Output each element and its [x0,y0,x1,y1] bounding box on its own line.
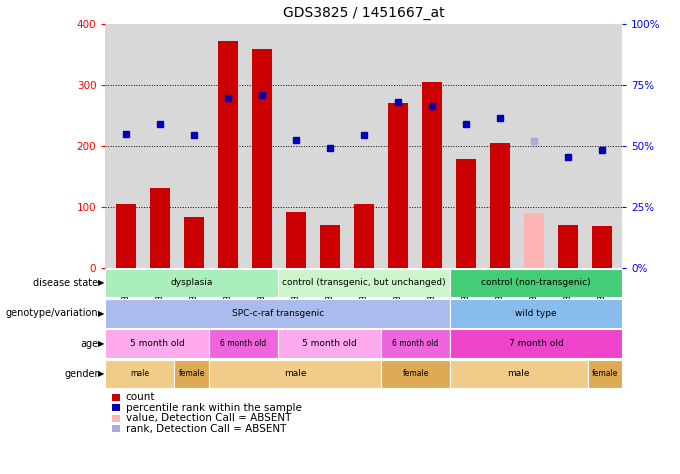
Bar [381,329,450,358]
Text: genotype/variation: genotype/variation [6,308,99,319]
Bar [354,204,374,268]
Bar [524,213,544,268]
Bar [105,269,277,297]
Bar [252,49,272,268]
Bar [184,217,204,268]
Text: ▶: ▶ [97,339,104,348]
Text: male: male [131,370,150,378]
Text: 6 month old: 6 month old [220,339,267,348]
Bar [286,212,306,268]
Bar [209,329,277,358]
Text: SPC-c-raf transgenic: SPC-c-raf transgenic [232,309,324,318]
Text: ▶: ▶ [97,309,104,318]
Bar [450,360,588,388]
Text: male: male [284,370,306,378]
Bar [422,82,442,268]
Bar [209,360,381,388]
Text: female: female [178,370,205,378]
Text: 6 month old: 6 month old [392,339,439,348]
Bar [456,159,476,268]
Text: percentile rank within the sample: percentile rank within the sample [126,403,302,413]
Text: ▶: ▶ [97,370,104,378]
Text: value, Detection Call = ABSENT: value, Detection Call = ABSENT [126,413,291,423]
Bar [174,360,209,388]
Text: 5 month old: 5 month old [130,339,184,348]
Text: male: male [507,370,530,378]
Bar [105,360,174,388]
Bar [105,299,450,328]
Title: GDS3825 / 1451667_at: GDS3825 / 1451667_at [283,6,445,20]
Text: female: female [403,370,428,378]
Bar [450,299,622,328]
Bar [588,360,622,388]
Text: age: age [80,338,99,349]
Bar [381,360,450,388]
Text: dysplasia: dysplasia [171,279,213,287]
Bar [388,103,408,268]
Text: female: female [592,370,618,378]
Bar [320,225,340,268]
Bar [592,226,612,268]
Bar [218,41,238,268]
Text: count: count [126,392,155,402]
Text: disease state: disease state [33,278,99,288]
Bar [277,329,381,358]
Bar [490,143,510,268]
Bar [277,269,450,297]
Bar [558,225,578,268]
Text: control (transgenic, but unchanged): control (transgenic, but unchanged) [282,279,445,287]
Bar [150,189,170,268]
Text: 7 month old: 7 month old [509,339,564,348]
Bar [116,204,136,268]
Bar [450,329,622,358]
Bar [105,329,209,358]
Text: control (non-transgenic): control (non-transgenic) [481,279,591,287]
Text: 5 month old: 5 month old [302,339,357,348]
Text: ▶: ▶ [97,279,104,287]
Text: rank, Detection Call = ABSENT: rank, Detection Call = ABSENT [126,424,286,434]
Bar [450,269,622,297]
Text: wild type: wild type [515,309,557,318]
Text: gender: gender [64,369,99,379]
